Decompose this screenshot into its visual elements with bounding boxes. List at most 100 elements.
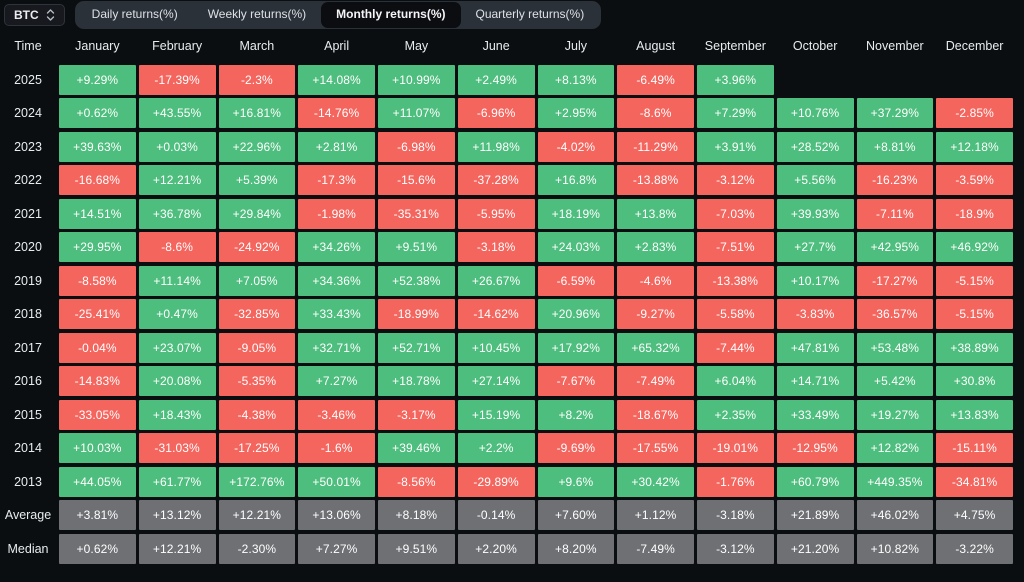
return-cell: -5.35% — [218, 366, 296, 396]
return-cell: +32.71% — [298, 332, 375, 363]
return-cell: +53.48% — [856, 332, 934, 363]
app-root: BTC Daily returns(%) Weekly returns(%) Mon… — [0, 0, 1024, 564]
return-cell: +172.76% — [218, 466, 296, 497]
return-cell: +0.47% — [138, 299, 216, 329]
month-column-header-may: May — [404, 39, 429, 53]
return-cell: -15.11% — [936, 433, 1013, 463]
return-cell: +5.56% — [776, 165, 854, 195]
tab-quarterly-returns[interactable]: Quarterly returns(%) — [475, 7, 585, 22]
return-cell: +9.29% — [59, 64, 136, 95]
return-cell — [777, 65, 854, 95]
tab-weekly-returns[interactable]: Weekly returns(%) — [207, 7, 307, 22]
return-cell: +24.03% — [537, 232, 615, 262]
return-cell: +47.81% — [776, 332, 854, 363]
return-cell: -4.02% — [537, 131, 615, 162]
return-cell: -9.27% — [617, 299, 694, 329]
return-cell: +11.07% — [378, 98, 455, 128]
return-cell: +36.78% — [138, 198, 216, 229]
return-cell: -3.12% — [697, 533, 774, 564]
return-cell: +20.96% — [537, 299, 615, 329]
return-cell: -1.76% — [697, 466, 774, 497]
return-cell: +52.71% — [378, 332, 455, 363]
return-cell: +23.07% — [138, 332, 216, 363]
return-cell: +11.14% — [138, 265, 216, 296]
return-cell: +3.81% — [59, 500, 136, 530]
return-cell: -1.98% — [298, 198, 375, 229]
return-cell: +42.95% — [856, 232, 934, 262]
return-cell: +3.91% — [697, 131, 774, 162]
row-label-2020: 2020 — [14, 240, 42, 254]
row-label-median: Median — [7, 541, 49, 556]
return-cell: -35.31% — [378, 198, 455, 229]
return-cell: +34.36% — [298, 265, 375, 296]
return-cell: +16.81% — [218, 98, 296, 128]
row-label-2017: 2017 — [14, 340, 42, 355]
month-column-header-april: April — [324, 39, 350, 53]
tab-daily-returns[interactable]: Daily returns(%) — [91, 7, 178, 22]
return-cell: -2.85% — [936, 98, 1013, 128]
return-cell: +17.92% — [537, 332, 615, 363]
return-cell: +65.32% — [617, 332, 694, 363]
updown-arrows-icon — [46, 9, 55, 21]
return-cell: -8.6% — [617, 98, 694, 128]
returns-table-wrap: Time January February March April May June July… — [0, 29, 1024, 564]
return-cell: -2.30% — [218, 533, 296, 564]
return-cell: -29.89% — [457, 466, 535, 497]
return-cell: -7.03% — [697, 198, 774, 229]
return-cell: +3.96% — [697, 64, 774, 95]
return-cell: +7.60% — [537, 500, 615, 530]
return-cell: -2.3% — [218, 64, 296, 95]
return-cell: +34.26% — [298, 232, 375, 262]
return-cell: +21.89% — [776, 500, 854, 530]
return-cell: -6.96% — [457, 98, 535, 128]
top-bar: BTC Daily returns(%) Weekly returns(%) Mon… — [0, 0, 1024, 29]
return-cell: +9.51% — [378, 232, 455, 262]
tab-monthly-returns[interactable]: Monthly returns(%) — [321, 2, 461, 28]
month-column-header-september: September — [704, 39, 766, 53]
symbol-selector[interactable]: BTC — [4, 4, 65, 26]
return-cell: -5.95% — [457, 198, 535, 229]
return-cell: +30.8% — [936, 366, 1013, 396]
return-cell: -7.67% — [537, 366, 615, 396]
return-cell: +2.35% — [697, 399, 774, 430]
return-cell: +22.96% — [218, 131, 296, 162]
return-cell: +37.29% — [856, 98, 934, 128]
return-cell: -7.44% — [697, 332, 774, 363]
return-cell: +10.82% — [856, 533, 934, 564]
return-cell: -18.67% — [617, 399, 694, 430]
return-cell: -3.22% — [936, 533, 1013, 564]
return-cell: -24.92% — [218, 232, 296, 262]
return-cell: -15.6% — [378, 165, 455, 195]
return-cell: +33.43% — [298, 299, 375, 329]
return-cell: -3.46% — [298, 399, 375, 430]
return-cell: +12.82% — [856, 433, 934, 463]
return-cell: -9.69% — [537, 433, 615, 463]
month-column-header-july: July — [564, 39, 587, 53]
return-cell: +9.51% — [378, 533, 455, 564]
return-cell: +14.51% — [59, 198, 136, 229]
return-cell: +2.20% — [457, 533, 535, 564]
row-label-2014: 2014 — [14, 441, 42, 455]
return-cell: +2.49% — [457, 64, 535, 95]
return-cell: +12.21% — [138, 533, 216, 564]
return-cell: +14.71% — [776, 366, 854, 396]
return-cell: -12.95% — [776, 433, 854, 463]
return-cell: -5.15% — [936, 299, 1013, 329]
return-cell: +33.49% — [776, 399, 854, 430]
return-cell: -17.3% — [298, 165, 375, 195]
month-column-header-march: March — [239, 39, 275, 53]
month-column-header-october: October — [792, 39, 838, 53]
row-label-2019: 2019 — [14, 273, 42, 288]
return-cell: -5.15% — [936, 265, 1013, 296]
return-cell: -9.05% — [218, 332, 296, 363]
return-cell: -17.55% — [617, 433, 694, 463]
return-cell: -7.49% — [617, 533, 694, 564]
row-label-2018: 2018 — [14, 307, 42, 321]
return-cell: +52.38% — [378, 265, 455, 296]
month-column-header-november: November — [866, 39, 924, 53]
return-cell: +0.03% — [138, 131, 216, 162]
return-cell: +11.98% — [457, 131, 535, 162]
return-cell: +2.81% — [298, 131, 375, 162]
return-cell: +7.29% — [697, 98, 774, 128]
month-column-header-december: December — [945, 39, 1004, 53]
